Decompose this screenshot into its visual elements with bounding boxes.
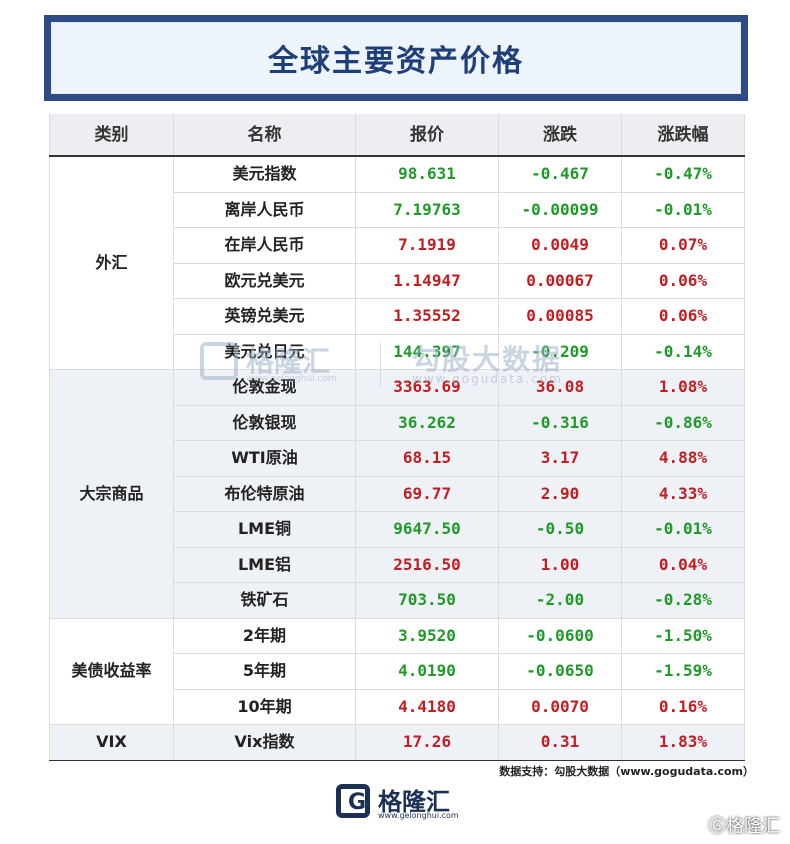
change-cell: 36.08: [498, 369, 622, 406]
g-logo-icon: G: [336, 784, 370, 818]
asset-name-cell: 在岸人民币: [173, 227, 356, 264]
change-cell: -0.00099: [498, 191, 622, 228]
price-cell: 7.1919: [355, 227, 499, 264]
asset-name-cell: 美元兑日元: [173, 333, 356, 370]
change-cell: -0.0600: [498, 617, 622, 654]
category-cell-vix: VIX: [49, 724, 174, 761]
change-cell: 0.00067: [498, 262, 622, 299]
price-cell: 1.14947: [355, 262, 499, 299]
price-cell: 3363.69: [355, 369, 499, 406]
gelonghui-logo: G 格隆汇 www.gelonghui.com: [336, 782, 466, 822]
change-pct-cell: -1.50%: [621, 617, 745, 654]
price-cell: 9647.50: [355, 511, 499, 548]
table-row: 美债收益率 2年期 3.9520 -0.0600 -1.50%: [49, 617, 745, 725]
asset-name-cell: 美元指数: [173, 155, 356, 193]
change-cell: 1.00: [498, 546, 622, 583]
asset-name-cell: 伦敦银现: [173, 404, 356, 441]
change-pct-cell: -0.28%: [621, 582, 745, 619]
category-cell-fx: 外汇: [49, 155, 174, 370]
header-change: 涨跌: [498, 114, 622, 157]
price-cell: 3.9520: [355, 617, 499, 654]
asset-name-cell: 欧元兑美元: [173, 262, 356, 299]
table-header-row: 类别 名称 报价 涨跌 涨跌幅: [49, 114, 745, 157]
table-row: 10年期 4.4180 0.0070 0.16%: [49, 688, 745, 725]
header-price: 报价: [355, 114, 499, 157]
change-cell: -0.209: [498, 333, 622, 370]
change-pct-cell: 0.06%: [621, 262, 745, 299]
change-cell: 0.0070: [498, 688, 622, 725]
category-cell-commodities: 大宗商品: [49, 369, 174, 619]
logo-text: 格隆汇: [378, 788, 450, 816]
change-pct-cell: 4.88%: [621, 440, 745, 477]
data-source-note: 数据支持：勾股大数据（www.gogudata.com）: [499, 765, 754, 778]
category-cell-treasuries: 美债收益率: [49, 617, 174, 725]
price-cell: 17.26: [355, 724, 499, 761]
corner-watermark: Ⓖ格隆汇: [708, 816, 780, 837]
title-banner: 全球主要资产价格: [44, 15, 748, 101]
price-cell: 4.0190: [355, 653, 499, 690]
logo-url: www.gelonghui.com: [378, 811, 459, 820]
change-cell: 0.31: [498, 724, 622, 761]
asset-name-cell: Vix指数: [173, 724, 356, 761]
change-pct-cell: 0.04%: [621, 546, 745, 583]
table-body: 外汇 美元指数 98.631 -0.467 -0.47% 离岸人民币 7.19763 -0.0…: [49, 155, 745, 761]
asset-name-cell: WTI原油: [173, 440, 356, 477]
change-cell: 2.90: [498, 475, 622, 512]
asset-name-cell: 2年期: [173, 617, 356, 654]
change-pct-cell: -0.01%: [621, 191, 745, 228]
asset-name-cell: 伦敦金现: [173, 369, 356, 406]
price-cell: 144.397: [355, 333, 499, 370]
change-cell: 0.0049: [498, 227, 622, 264]
title-banner-inner: 全球主要资产价格: [51, 22, 741, 94]
change-cell: 3.17: [498, 440, 622, 477]
change-pct-cell: -0.86%: [621, 404, 745, 441]
price-cell: 36.262: [355, 404, 499, 441]
asset-name-cell: 英镑兑美元: [173, 298, 356, 335]
asset-name-cell: 离岸人民币: [173, 191, 356, 228]
table-row: 离岸人民币 7.19763 -0.00099 -0.01%: [49, 191, 745, 228]
change-pct-cell: 0.07%: [621, 227, 745, 264]
table-row: 大宗商品 伦敦金现 3363.69 36.08 1.08%: [49, 369, 745, 619]
change-pct-cell: 0.16%: [621, 688, 745, 725]
change-pct-cell: 1.83%: [621, 724, 745, 761]
change-cell: 0.00085: [498, 298, 622, 335]
asset-name-cell: LME铝: [173, 546, 356, 583]
asset-name-cell: LME铜: [173, 511, 356, 548]
price-cell: 69.77: [355, 475, 499, 512]
table-row: VIX Vix指数 17.26 0.31 1.83%: [49, 724, 745, 761]
change-cell: -0.316: [498, 404, 622, 441]
change-pct-cell: -0.14%: [621, 333, 745, 370]
asset-price-table: 类别 名称 报价 涨跌 涨跌幅 外汇 美元指数 98.631 -0.467 -0.47%…: [49, 114, 745, 761]
table-row: 伦敦银现 36.262 -0.316 -0.86%: [49, 404, 745, 441]
asset-name-cell: 10年期: [173, 688, 356, 725]
change-pct-cell: -1.59%: [621, 653, 745, 690]
price-cell: 2516.50: [355, 546, 499, 583]
change-pct-cell: -0.47%: [621, 155, 745, 193]
asset-name-cell: 5年期: [173, 653, 356, 690]
change-pct-cell: -0.01%: [621, 511, 745, 548]
asset-name-cell: 布伦特原油: [173, 475, 356, 512]
price-cell: 4.4180: [355, 688, 499, 725]
table-row: 外汇 美元指数 98.631 -0.467 -0.47%: [49, 155, 745, 370]
change-pct-cell: 0.06%: [621, 298, 745, 335]
price-cell: 1.35552: [355, 298, 499, 335]
asset-name-cell: 铁矿石: [173, 582, 356, 619]
header-category: 类别: [49, 114, 174, 157]
price-cell: 98.631: [355, 155, 499, 193]
price-cell: 68.15: [355, 440, 499, 477]
change-cell: -0.50: [498, 511, 622, 548]
change-pct-cell: 4.33%: [621, 475, 745, 512]
change-pct-cell: 1.08%: [621, 369, 745, 406]
price-cell: 703.50: [355, 582, 499, 619]
change-cell: -0.467: [498, 155, 622, 193]
page-title: 全球主要资产价格: [268, 44, 524, 79]
header-name: 名称: [173, 114, 356, 157]
header-change-pct: 涨跌幅: [621, 114, 745, 157]
change-cell: -2.00: [498, 582, 622, 619]
price-cell: 7.19763: [355, 191, 499, 228]
change-cell: -0.0650: [498, 653, 622, 690]
